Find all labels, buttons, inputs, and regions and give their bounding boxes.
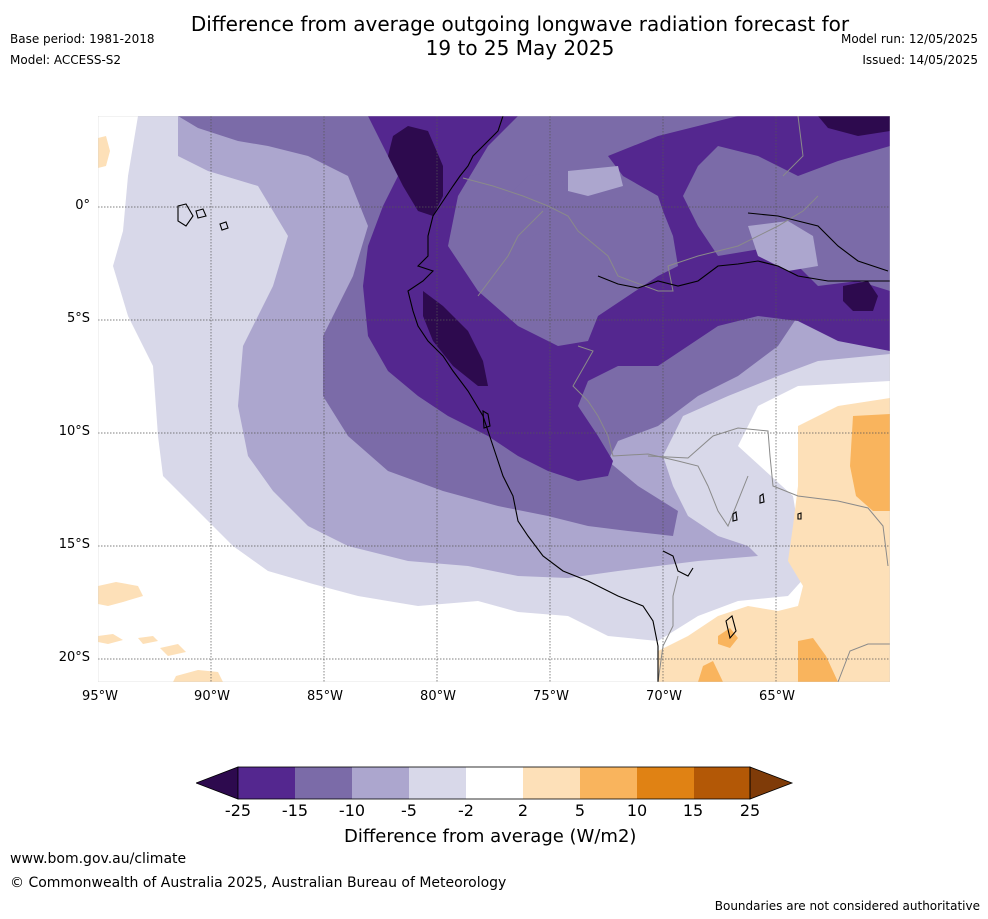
colorbar-tick-neg15: -15 bbox=[281, 801, 309, 820]
colorbar bbox=[196, 766, 794, 800]
footer-disclaimer: Boundaries are not considered authoritat… bbox=[714, 899, 980, 913]
colorbar-bin-9 bbox=[694, 767, 750, 799]
contour-patch-b bbox=[568, 166, 623, 196]
contour-neg10-neg15 bbox=[178, 116, 890, 536]
lat-tick-20s: 20°S bbox=[58, 650, 90, 665]
lat-tick-0: 0° bbox=[75, 198, 90, 213]
lat-tick-10s: 10°S bbox=[58, 424, 90, 439]
contour-pos5-pos10-east bbox=[850, 414, 890, 511]
colorbar-bin-7 bbox=[580, 767, 637, 799]
base-period: Base period: 1981-2018 bbox=[10, 32, 155, 46]
contour-pos2-pos5-west-a bbox=[98, 582, 143, 606]
contour-neg15-neg25 bbox=[363, 116, 890, 481]
colorbar-bin-6 bbox=[523, 767, 580, 799]
colorbar-bin-1 bbox=[238, 767, 295, 799]
contour-pos2-pos5-east bbox=[658, 398, 890, 682]
contour-pos2-pos5-west-d bbox=[160, 644, 186, 656]
lon-tick-70w: 70°W bbox=[646, 689, 682, 704]
contour-lt-neg25-north bbox=[388, 126, 443, 216]
issued-date: Issued: 14/05/2025 bbox=[862, 53, 978, 67]
contour-pos5-pos10-mid bbox=[718, 628, 738, 648]
colorbar-tick-neg10: -10 bbox=[338, 801, 366, 820]
colorbar-tick-pos10: 10 bbox=[626, 801, 648, 820]
lon-tick-80w: 80°W bbox=[420, 689, 456, 704]
colorbar-tick-neg2: -2 bbox=[458, 801, 474, 820]
contour-lt-neg25-ne bbox=[818, 116, 890, 136]
contour-lt-neg25-e bbox=[843, 281, 878, 311]
model-name: Model: ACCESS-S2 bbox=[10, 53, 122, 67]
colorbar-bin-8 bbox=[637, 767, 694, 799]
colorbar-label: Difference from average (W/m2) bbox=[344, 826, 637, 847]
contour-lt-neg25-peru bbox=[423, 291, 488, 386]
lat-tick-15s: 15°S bbox=[58, 537, 90, 552]
title-line-2: 19 to 25 May 2025 bbox=[425, 36, 615, 60]
lon-tick-90w: 90°W bbox=[194, 689, 230, 704]
colorbar-bin-3 bbox=[352, 767, 409, 799]
meta-right: Model run: 12/05/2025 Issued: 14/05/2025 bbox=[841, 29, 978, 71]
colorbar-tick-pos15: 15 bbox=[682, 801, 704, 820]
lon-tick-75w: 75°W bbox=[533, 689, 569, 704]
colorbar-tick-pos2: 2 bbox=[517, 801, 529, 820]
lon-tick-95w: 95°W bbox=[82, 689, 118, 704]
colorbar-extend-low bbox=[196, 766, 239, 800]
title-line-1: Difference from average outgoing longwav… bbox=[190, 12, 850, 36]
contour-pos5-pos10-sw bbox=[698, 661, 723, 682]
contour-pos2-pos5-nw bbox=[98, 136, 110, 168]
colorbar-tick-pos25: 25 bbox=[739, 801, 761, 820]
map-title: Difference from average outgoing longwav… bbox=[150, 12, 890, 60]
lon-tick-65w: 65°W bbox=[759, 689, 795, 704]
model-run: Model run: 12/05/2025 bbox=[840, 32, 978, 46]
colorbar-tick-neg5: -5 bbox=[401, 801, 417, 820]
contour-pos5-pos10-south bbox=[798, 638, 838, 682]
contour-pos2-pos5-west-b bbox=[98, 634, 123, 644]
meta-left: Base period: 1981-2018 Model: ACCESS-S2 bbox=[10, 29, 155, 71]
colorbar-bin-5 bbox=[466, 767, 523, 799]
contour-patch-c bbox=[748, 221, 818, 271]
footer-url-link[interactable]: www.bom.gov.au/climate bbox=[10, 851, 187, 867]
map-panel bbox=[98, 116, 890, 682]
contour-patch-a bbox=[498, 171, 568, 246]
country-boundaries bbox=[462, 116, 890, 682]
footer-copyright: © Commonwealth of Australia 2025, Austra… bbox=[10, 875, 507, 891]
lon-tick-85w: 85°W bbox=[307, 689, 343, 704]
colorbar-bin-4 bbox=[409, 767, 466, 799]
coastline bbox=[177, 116, 890, 682]
colorbar-outline bbox=[237, 766, 751, 800]
lat-tick-5s: 5°S bbox=[66, 311, 90, 326]
colorbar-tick-pos5: 5 bbox=[574, 801, 586, 820]
colorbar-bin-2 bbox=[295, 767, 352, 799]
colorbar-extend-high bbox=[749, 766, 794, 800]
contour-pos2-pos5-west-c bbox=[138, 636, 158, 644]
contour-pos2-pos5-west-e bbox=[173, 670, 223, 682]
colorbar-tick-neg25: -25 bbox=[224, 801, 252, 820]
